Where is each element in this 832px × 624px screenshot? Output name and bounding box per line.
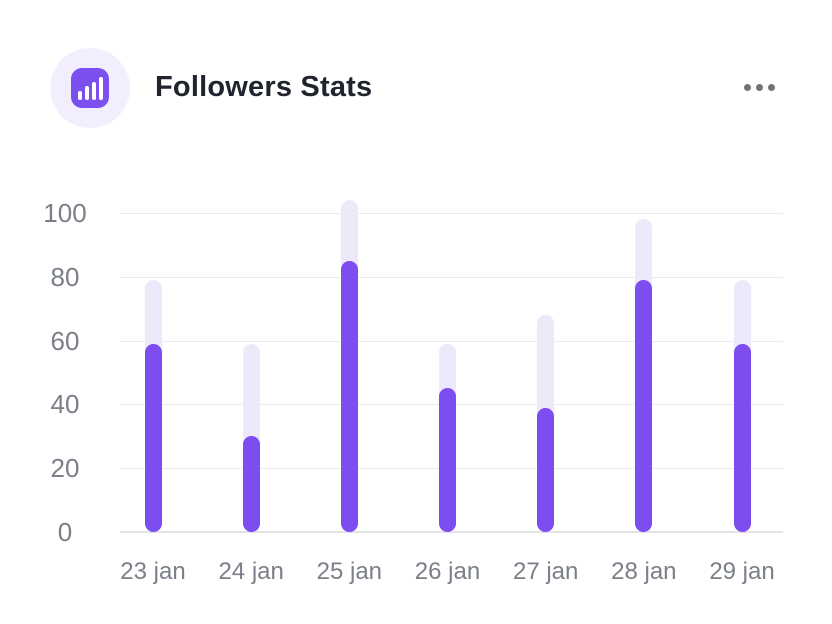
y-axis-tick-80: 80 xyxy=(50,261,80,292)
x-axis-tick-29-jan: 29 jan xyxy=(709,558,775,585)
bar-28-jan-followers[interactable] xyxy=(635,280,653,532)
bar-chart-icon-bar-1 xyxy=(77,91,82,100)
x-axis-tick-27-jan: 27 jan xyxy=(512,558,579,585)
bar-24-jan-followers[interactable] xyxy=(242,436,260,532)
followers-stats-icon-badge xyxy=(50,48,130,128)
bar-23-jan-followers[interactable] xyxy=(144,343,162,532)
x-axis-tick-28-jan: 28 jan xyxy=(611,558,677,585)
y-axis-tick-0: 0 xyxy=(57,517,73,547)
x-axis-tick-26-jan: 26 jan xyxy=(414,558,481,585)
x-axis-tick-23-jan: 23 jan xyxy=(120,558,186,585)
y-axis-tick-100: 100 xyxy=(43,198,87,228)
gridline-y-100 xyxy=(120,213,783,214)
bar-29-jan-followers[interactable] xyxy=(733,343,751,532)
y-axis-tick-20: 20 xyxy=(50,453,80,484)
ellipsis-dot-icon xyxy=(768,83,775,91)
followers-chart-plot-area xyxy=(120,200,783,533)
more-options-button[interactable] xyxy=(744,76,788,98)
gridline-y-0 xyxy=(120,531,783,533)
x-axis-tick-24-jan: 24 jan xyxy=(218,558,284,585)
bar-27-jan-followers[interactable] xyxy=(537,407,555,532)
gridline-y-60 xyxy=(120,340,783,342)
y-axis-tick-40: 40 xyxy=(50,389,80,420)
y-axis-tick-60: 60 xyxy=(50,325,80,356)
page-title: Followers Stats xyxy=(155,71,373,103)
gridline-y-80 xyxy=(120,276,783,278)
bar-chart-icon-bar-4 xyxy=(98,77,103,100)
bar-chart-icon-bar-3 xyxy=(91,82,96,100)
bar-chart-icon xyxy=(71,68,109,108)
bar-26-jan-followers[interactable] xyxy=(439,388,456,532)
ellipsis-dot-icon xyxy=(744,83,751,91)
card-header: Followers Stats xyxy=(0,0,832,140)
x-axis-tick-25-jan: 25 jan xyxy=(316,558,383,585)
bar-chart-icon-bar-2 xyxy=(84,86,89,100)
bar-25-jan-followers[interactable] xyxy=(340,260,358,532)
ellipsis-dot-icon xyxy=(756,83,763,91)
